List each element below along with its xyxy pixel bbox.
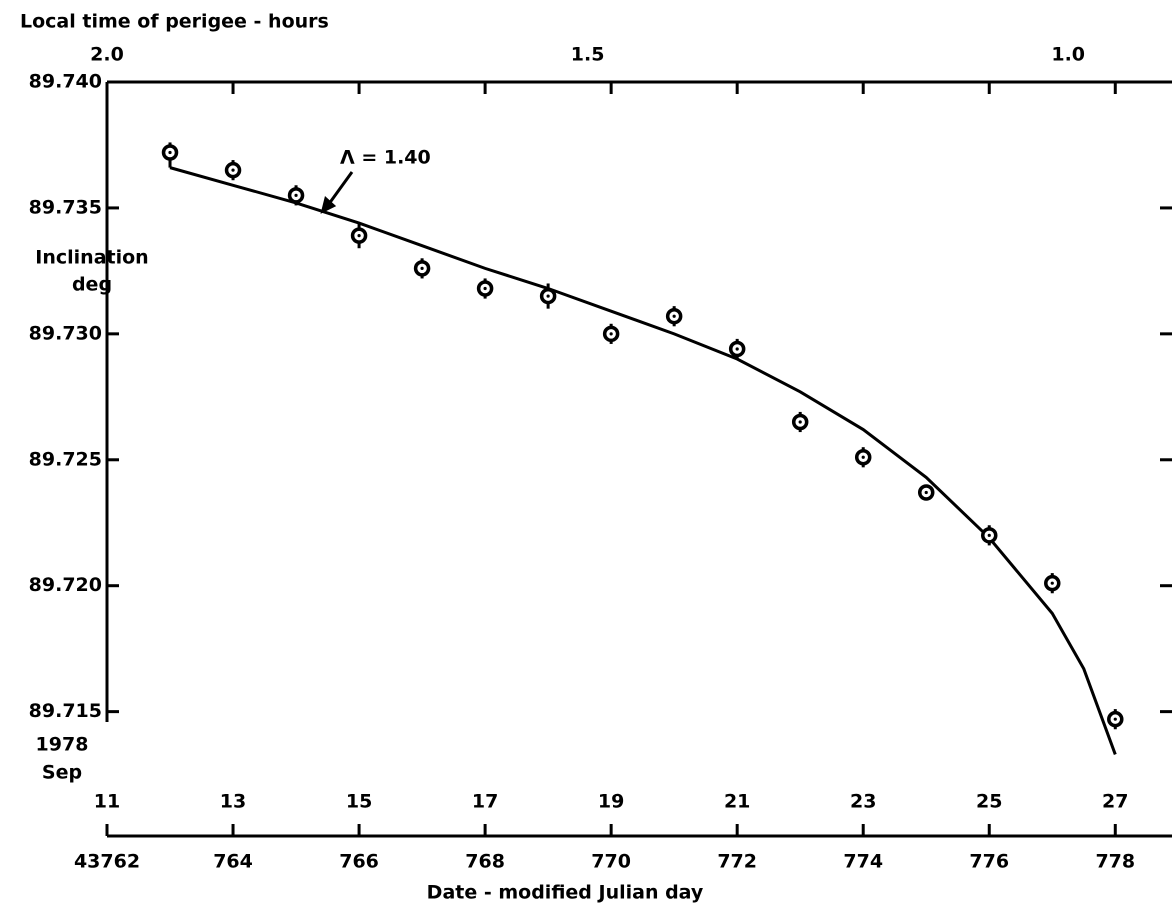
data-point-dot	[798, 420, 802, 424]
date-tick-label: 19	[598, 791, 624, 813]
data-point-dot	[672, 314, 676, 318]
date-tick-label: 13	[220, 791, 246, 813]
x2-axis-title: Local time of perigee - hours	[20, 11, 329, 33]
date-tick-label: 25	[976, 791, 1002, 813]
date-axis-month: Sep	[42, 762, 82, 784]
data-point-dot	[420, 266, 424, 270]
annotation-arrowhead	[320, 196, 337, 214]
data-point-dot	[231, 168, 235, 172]
data-point-dot	[609, 332, 613, 336]
fit-label: Λ = 1.40	[340, 147, 431, 169]
x-tick-label: 764	[213, 851, 253, 873]
data-point-dot	[294, 193, 298, 197]
y-tick-label: 89.725	[29, 448, 102, 470]
x-tick-label: 770	[591, 851, 631, 873]
data-point-dot	[924, 490, 928, 495]
x-tick-label: 772	[717, 851, 757, 873]
x2-tick-label: 1.0	[1051, 44, 1085, 66]
x-tick-label: 766	[339, 851, 379, 873]
y-axis-title: Inclination	[35, 247, 148, 269]
data-point-dot	[357, 234, 361, 238]
x-tick-label: 43762	[74, 851, 140, 873]
date-tick-label: 23	[850, 791, 876, 813]
x2-tick-label: 1.5	[571, 44, 605, 66]
data-point-dot	[1050, 581, 1054, 585]
x-tick-label: 774	[843, 851, 883, 873]
data-point-dot	[483, 286, 487, 291]
y-tick-label: 89.740	[29, 71, 102, 93]
x2-tick-label: 2.0	[90, 44, 124, 66]
date-tick-label: 21	[724, 791, 750, 813]
y-tick-label: 89.715	[29, 700, 102, 722]
x-tick-label: 778	[1095, 851, 1135, 873]
data-point-dot	[168, 150, 172, 155]
y-tick-label: 89.730	[29, 322, 102, 344]
y-tick-label: 89.735	[29, 196, 102, 218]
data-point-dot	[861, 455, 865, 459]
date-tick-label: 11	[94, 791, 120, 813]
data-point-dot	[1113, 717, 1117, 721]
data-point-dot	[987, 533, 991, 537]
x-tick-label: 768	[465, 851, 505, 873]
fit-line	[169, 166, 1117, 755]
date-tick-label: 17	[472, 791, 498, 813]
date-axis-year: 1978	[36, 734, 89, 756]
data-point-dot	[546, 294, 550, 298]
date-tick-label: 15	[346, 791, 372, 813]
data-point-dot	[735, 347, 739, 351]
x-axis-title: Date - modified Julian day	[427, 882, 704, 904]
y-axis-title: deg	[72, 274, 112, 296]
x-tick-label: 776	[969, 851, 1009, 873]
date-tick-label: 27	[1102, 791, 1128, 813]
y-tick-label: 89.720	[29, 574, 102, 596]
